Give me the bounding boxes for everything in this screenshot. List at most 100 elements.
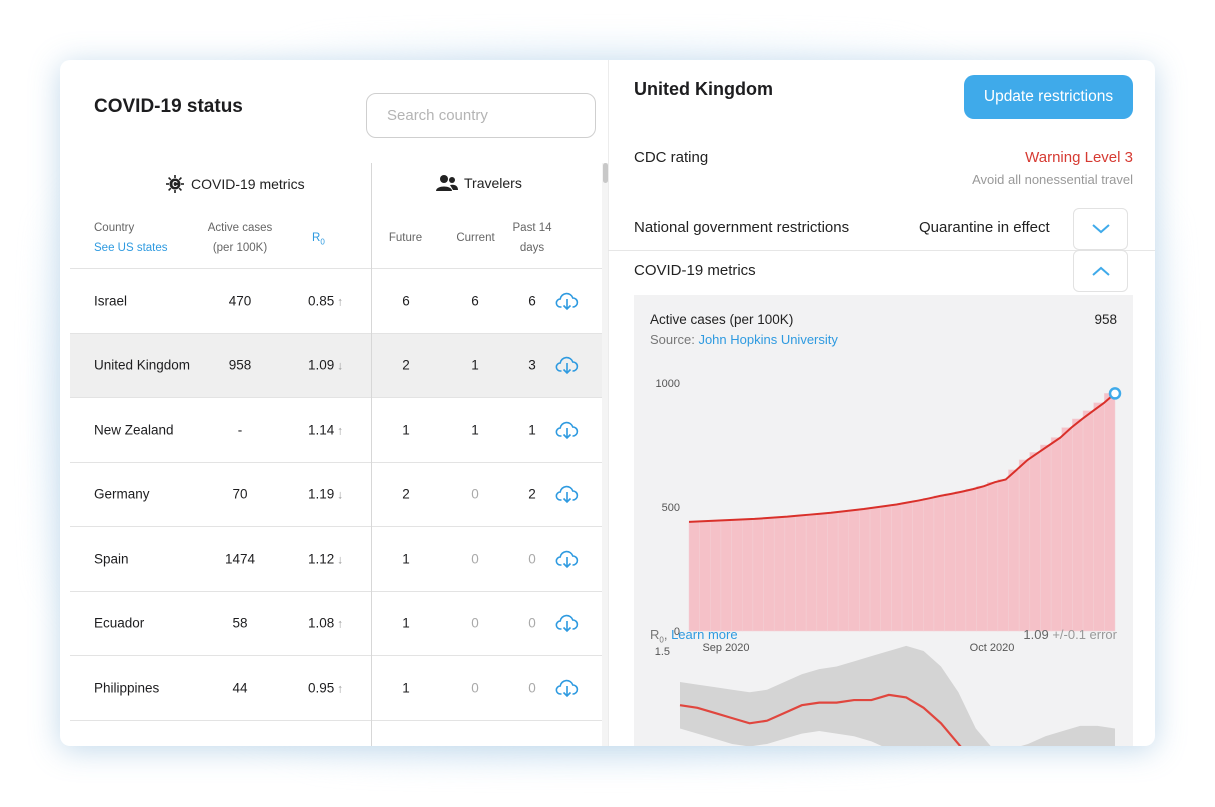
area-bar bbox=[699, 521, 711, 632]
country-name[interactable]: Ecuador bbox=[94, 615, 145, 631]
r0-text: 1.12 bbox=[308, 551, 335, 567]
trend-arrow-icon: ↓ bbox=[337, 358, 344, 373]
table-row[interactable]: Spain 1474 1.12 ↓ 1 0 0 bbox=[70, 526, 603, 591]
country-name[interactable]: Spain bbox=[94, 551, 129, 567]
area-bar bbox=[997, 479, 1009, 632]
area-bar bbox=[1040, 444, 1052, 632]
country-name[interactable]: Germany bbox=[94, 486, 150, 502]
area-bar bbox=[795, 515, 807, 632]
area-bar bbox=[805, 514, 818, 632]
y-tick-label: 0 bbox=[674, 626, 680, 638]
table-row[interactable]: Germany 70 1.19 ↓ 2 0 2 bbox=[70, 461, 603, 527]
area-bar bbox=[933, 495, 945, 632]
col-country: Country See US states bbox=[94, 218, 168, 258]
table-row[interactable]: New Zealand - 1.14 ↑ 1 1 1 bbox=[70, 397, 603, 462]
search-box[interactable] bbox=[366, 93, 596, 138]
past-text: 0 bbox=[528, 680, 536, 696]
download-icon[interactable] bbox=[555, 418, 579, 442]
current-text: 1 bbox=[471, 422, 479, 438]
r0-text: 0.85 bbox=[308, 293, 335, 309]
download-icon[interactable] bbox=[555, 547, 579, 571]
cdc-rating-label: CDC rating bbox=[634, 149, 709, 166]
virus-icon: C bbox=[166, 175, 184, 193]
expand-restrictions-button[interactable] bbox=[1073, 208, 1128, 250]
r0-text: 1.14 bbox=[308, 422, 335, 438]
download-icon[interactable] bbox=[555, 353, 579, 377]
metrics-group-label: COVID-19 metrics bbox=[191, 176, 305, 192]
people-icon bbox=[436, 175, 458, 191]
download-icon[interactable] bbox=[555, 611, 579, 635]
col-country-label: Country bbox=[94, 222, 135, 234]
download-icon[interactable] bbox=[555, 289, 579, 313]
area-bar bbox=[912, 500, 924, 632]
past-text: 2 bbox=[528, 486, 536, 502]
area-bar bbox=[731, 519, 743, 632]
future-text: 2 bbox=[402, 486, 410, 502]
area-bar bbox=[1093, 402, 1105, 632]
country-table: Israel 470 0.85 ↑ 6 6 6 United Kingdom 958 1.09 ↓ 2… bbox=[70, 268, 603, 746]
active-cases-text: 958 bbox=[228, 357, 252, 373]
r0-text: 0.95 bbox=[308, 680, 335, 696]
area-bar bbox=[848, 509, 860, 632]
area-bar bbox=[763, 517, 775, 632]
area-bar bbox=[1072, 418, 1084, 632]
col-r0[interactable]: R0 bbox=[312, 228, 325, 252]
collapse-metrics-button[interactable] bbox=[1073, 250, 1128, 292]
y-tick-label: 1000 bbox=[656, 378, 680, 390]
trend-arrow-icon: ↓ bbox=[337, 552, 344, 567]
source-prefix: Source: bbox=[650, 332, 695, 347]
col-past-14-days: Past 14 days bbox=[507, 218, 557, 258]
table-row[interactable]: United Kingdom 958 1.09 ↓ 2 1 3 bbox=[70, 332, 603, 397]
r0-error: +/-0.1 error bbox=[1052, 627, 1117, 642]
r0-text: 1.19 bbox=[308, 486, 335, 502]
table-row[interactable]: Ecuador 58 1.08 ↑ 1 0 0 bbox=[70, 590, 603, 656]
download-icon[interactable] bbox=[555, 482, 579, 506]
current-text: 1 bbox=[471, 357, 479, 373]
page-title: COVID-19 status bbox=[94, 96, 243, 117]
future-text: 1 bbox=[402, 680, 410, 696]
r0-line bbox=[679, 693, 962, 746]
metrics-group-header: C COVID-19 metrics bbox=[165, 174, 305, 194]
future-text: 2 bbox=[402, 357, 410, 373]
current-text: 0 bbox=[471, 486, 479, 502]
table-row[interactable]: Israel 470 0.85 ↑ 6 6 6 bbox=[70, 268, 603, 333]
col-active-cases: Active cases (per 100K) bbox=[200, 218, 280, 258]
active-cases-line bbox=[688, 392, 1116, 523]
area-bar bbox=[837, 511, 850, 632]
table-row[interactable]: Philippines 44 0.95 ↑ 1 0 0 bbox=[70, 655, 603, 720]
area-bar bbox=[1082, 410, 1094, 632]
table-row-partial bbox=[70, 719, 603, 747]
area-bar bbox=[859, 508, 871, 632]
r0-value-line: 1.09 +/-0.1 error bbox=[1023, 627, 1117, 642]
area-bar bbox=[986, 481, 999, 632]
col-r0-base: R bbox=[312, 232, 321, 244]
col-active-line1: Active cases bbox=[207, 222, 273, 234]
area-bar bbox=[827, 512, 839, 632]
status-panel: COVID-19 status C COVID-19 metrics bbox=[60, 60, 608, 746]
scrollbar-thumb[interactable] bbox=[603, 163, 608, 183]
country-name[interactable]: United Kingdom bbox=[94, 357, 191, 373]
learn-more-link[interactable]: Learn more bbox=[671, 627, 738, 642]
y-tick-label: 500 bbox=[662, 502, 680, 514]
update-restrictions-button[interactable]: Update restrictions bbox=[964, 75, 1133, 119]
trend-arrow-icon: ↑ bbox=[337, 294, 344, 309]
country-name[interactable]: New Zealand bbox=[94, 422, 174, 438]
country-name[interactable]: Philippines bbox=[94, 680, 160, 696]
area-bar bbox=[1029, 452, 1041, 632]
search-input[interactable] bbox=[387, 107, 586, 124]
area-bar bbox=[923, 498, 935, 632]
area-bar bbox=[955, 491, 967, 632]
source-link[interactable]: John Hopkins University bbox=[698, 332, 838, 347]
r0-cell: 1.14 ↑ bbox=[308, 422, 343, 437]
panel-divider bbox=[608, 60, 609, 746]
metrics-panel: Active cases (per 100K) 958 Source: John… bbox=[634, 295, 1133, 746]
country-name[interactable]: Israel bbox=[94, 293, 128, 309]
download-icon[interactable] bbox=[555, 676, 579, 700]
r0-value: 1.09 bbox=[1023, 627, 1049, 642]
future-text: 1 bbox=[402, 615, 410, 631]
area-bar bbox=[1050, 437, 1063, 632]
see-us-states-link[interactable]: See US states bbox=[94, 242, 168, 254]
scrollbar-track[interactable] bbox=[602, 163, 608, 746]
area-bar bbox=[773, 517, 786, 632]
past-text: 0 bbox=[528, 551, 536, 567]
